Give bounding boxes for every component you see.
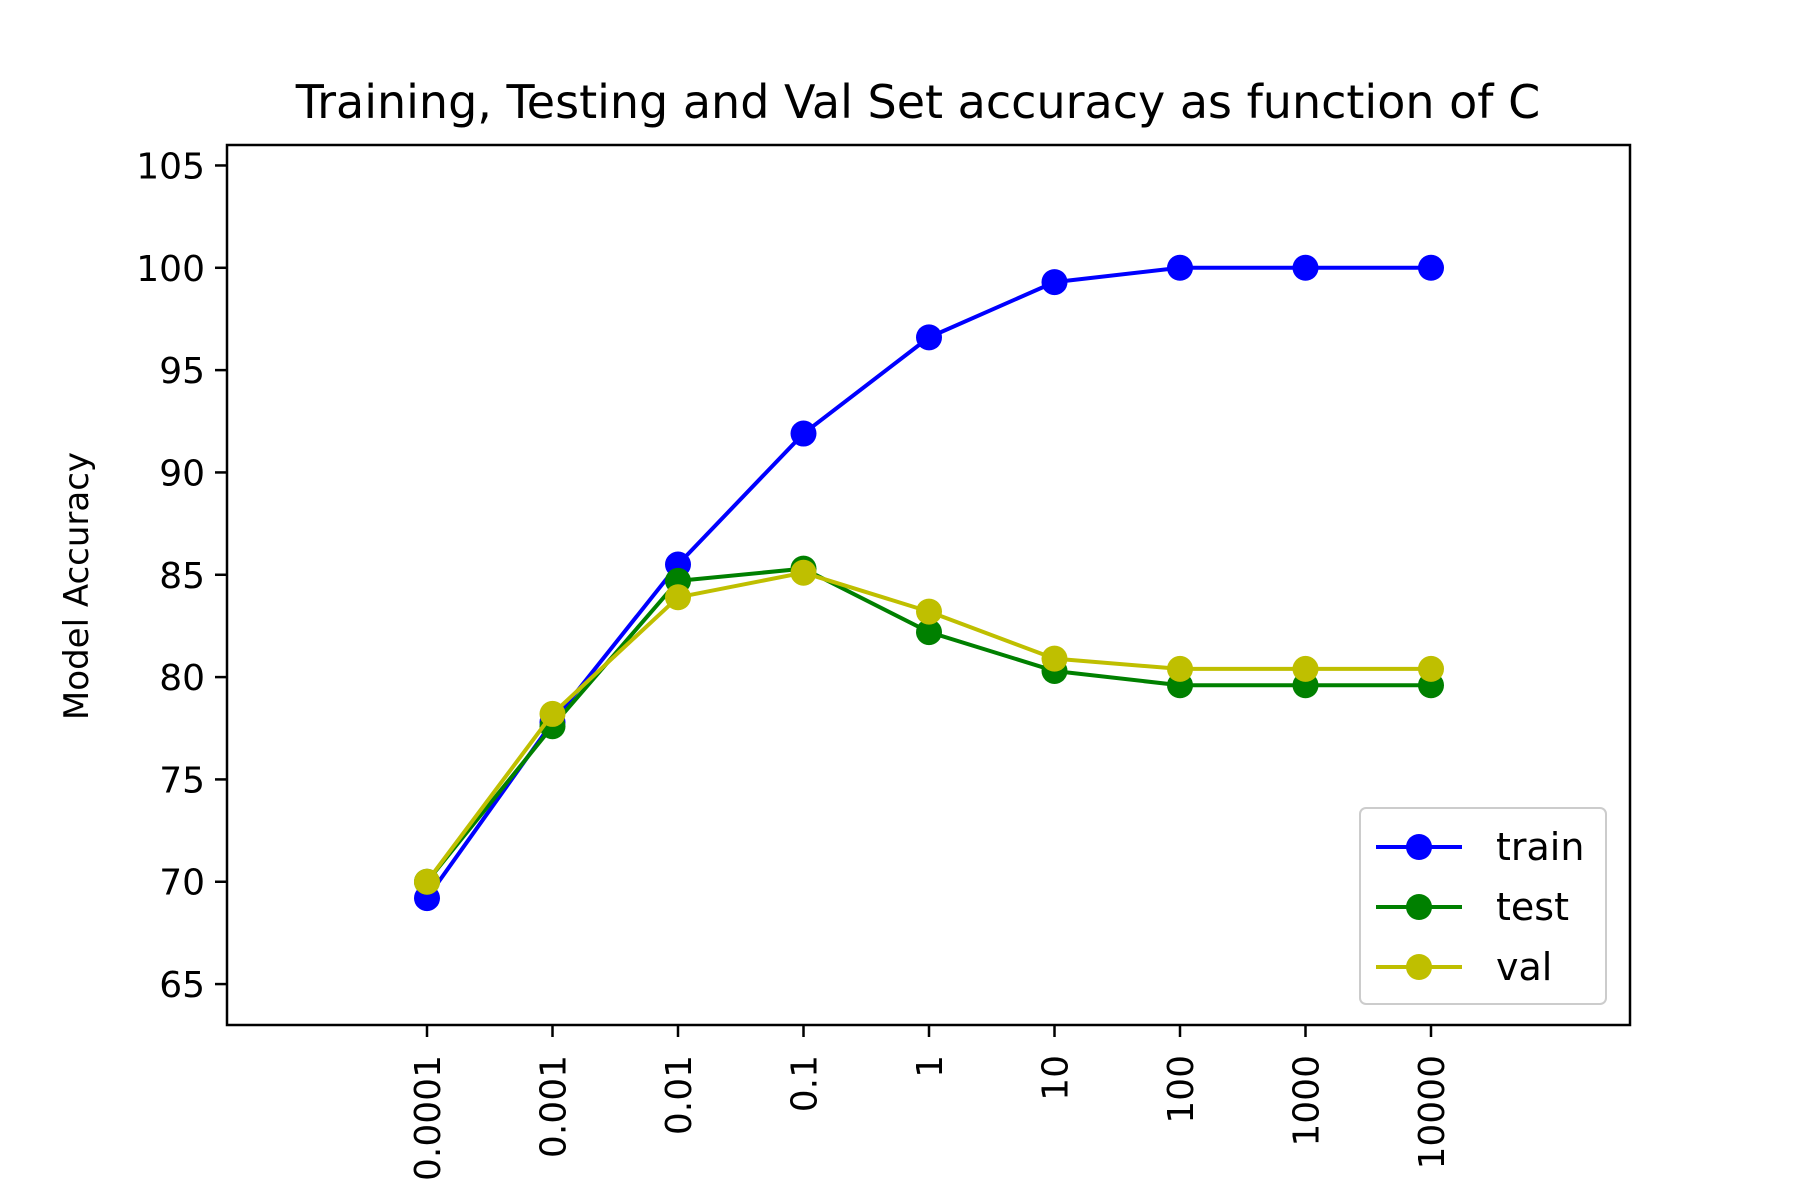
y-tick-label: 65 (159, 965, 205, 1006)
plot-area-frame (225, 143, 1632, 1027)
legend-label-val: val (1496, 945, 1552, 989)
axis-ticks: 65 70 75 80 85 90 95 100 105 0.0001 0.001 0.01 0.1 1 1… (136, 146, 1453, 1181)
point-test (916, 619, 942, 646)
point-val (790, 559, 817, 586)
y-tick-label: 85 (159, 556, 205, 597)
y-tick-label: 90 (159, 453, 205, 494)
series-layer (414, 254, 1444, 912)
point-val (916, 598, 942, 625)
series-line-train (425, 265, 1431, 900)
point-val (665, 584, 691, 611)
point-train (1041, 269, 1068, 296)
chart-title: Training, Testing and Val Set accuracy a… (295, 75, 1540, 129)
x-tick-label: 0.001 (534, 1055, 575, 1158)
x-tick-label: 0.1 (785, 1055, 826, 1112)
y-tick-label: 70 (159, 863, 205, 904)
point-train (1167, 254, 1193, 281)
legend-label-test: test (1496, 885, 1569, 929)
x-tick-label: 10000 (1412, 1055, 1453, 1170)
y-tick-label: 95 (159, 351, 205, 392)
point-val (1167, 655, 1193, 682)
y-tick-label: 75 (159, 760, 205, 801)
x-tick-label: 10 (1036, 1055, 1077, 1101)
point-train (1292, 254, 1319, 281)
legend-marker-val (1406, 954, 1432, 980)
point-val (1418, 655, 1444, 682)
y-tick-label: 80 (159, 658, 205, 699)
legend-marker-test (1406, 894, 1432, 920)
x-tick-label: 100 (1161, 1055, 1202, 1124)
x-tick-label: 1000 (1287, 1055, 1328, 1147)
y-axis-label: Model Accuracy (57, 452, 97, 720)
point-val (1041, 645, 1068, 672)
x-tick-label: 0.01 (659, 1055, 700, 1135)
point-val (414, 868, 440, 895)
x-tick-label: 0.0001 (408, 1055, 449, 1181)
legend-label-train: train (1496, 825, 1584, 869)
y-tick-label: 105 (136, 146, 205, 187)
point-val (1292, 655, 1319, 682)
y-tick-label: 100 (136, 249, 205, 290)
point-train (790, 420, 817, 447)
point-train (916, 324, 942, 351)
legend: train test val (1359, 807, 1607, 1005)
legend-marker-train (1406, 834, 1432, 860)
x-tick-label: 1 (910, 1055, 951, 1078)
point-train (1418, 254, 1444, 281)
point-val (539, 700, 566, 727)
